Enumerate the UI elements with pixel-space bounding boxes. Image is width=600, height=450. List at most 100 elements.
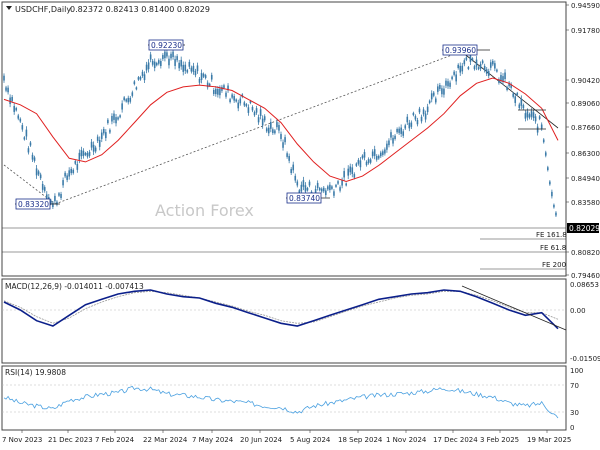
candle-body [270,121,272,129]
candle-body [21,125,24,130]
candle-body [349,166,352,173]
candle-body [198,78,201,83]
candle-body [296,181,299,186]
candle-body [306,188,309,191]
candle-body [327,186,329,190]
price-tick-label: 0.87660 [571,124,600,132]
candle-body [15,108,18,111]
candle-body [447,81,449,87]
candle-body [278,125,280,131]
candle-body [375,156,378,160]
candle-body [88,151,91,156]
candle-body [518,104,521,109]
candle-body [549,181,551,185]
candle-body [160,61,162,67]
candle-body [526,111,529,118]
watermark: Action Forex [155,201,254,220]
dotted-trendline [54,54,453,205]
candle-body [172,51,174,58]
candle-body [27,148,30,153]
price-tick-label: 0.79460 [571,272,600,280]
date-tick-label: 3 Feb 2025 [480,436,519,444]
candle-body [143,74,146,81]
candle-body [380,152,382,157]
candle-body [50,200,52,204]
candle-body [178,62,180,69]
candle-body [127,97,130,103]
candle-body [424,113,427,120]
candle-body [100,132,103,139]
candle-body [426,106,429,113]
candle-body [483,65,486,71]
candle-body [41,183,44,190]
candle-body [418,108,421,113]
candle-body [430,93,433,100]
candle-body [25,129,28,137]
candle-body [204,75,207,78]
candle-body [329,184,331,191]
candle-body [451,76,453,80]
candle-body [396,128,398,133]
candle-body [129,97,132,102]
price-tick-label: 0.84940 [571,175,600,183]
candle-body [463,60,466,65]
price-tick-label: 0.94590 [571,2,600,10]
macd-panel-frame [1,278,567,364]
candle-body [355,163,358,166]
macd-trendline [461,285,567,331]
candle-body [439,84,441,90]
candle-body [184,64,187,71]
candle-body [322,187,325,192]
candle-body [96,136,99,141]
candle-body [235,99,237,102]
candle-body [186,70,189,73]
candle-body [516,92,519,95]
candle-body [536,126,539,133]
candle-body [274,130,276,134]
moving-average-line [3,77,559,183]
candle-body [137,77,140,80]
candle-body [217,88,219,95]
candle-body [157,60,160,64]
candle-body [325,190,327,196]
candle-body [180,59,182,67]
candle-body [394,135,396,140]
candle-body [361,155,364,159]
candle-body [365,161,368,166]
candle-body [70,168,73,174]
candle-body [333,191,335,196]
candle-body [261,118,264,126]
candle-body [363,152,366,158]
candle-body [473,66,476,70]
candle-body [227,85,229,91]
candle-body [500,75,502,81]
candle-body [371,151,374,157]
candle-body [479,63,482,69]
candle-body [23,137,26,140]
candle-body [410,122,413,127]
candle-body [219,88,221,96]
candle-body [221,86,223,91]
candle-body [508,82,510,87]
current-price-marker [567,223,599,233]
symbol-label: USDCHF,Daily [15,5,71,14]
candle-body [56,201,58,205]
menu-arrow-icon[interactable] [6,6,12,10]
candle-body [249,100,252,104]
candle-body [76,164,79,170]
candle-body [357,159,360,164]
candle-body [492,60,494,65]
date-tick-label: 20 Jun 2024 [240,436,283,444]
candle-body [542,139,545,143]
candle-body [420,116,423,122]
candle-body [60,193,62,199]
candle-body [341,180,343,186]
candle-body [469,55,472,62]
candle-body [432,92,435,96]
candle-body [237,102,240,109]
candle-body [233,96,235,101]
candle-body [84,152,87,156]
candle-body [19,118,22,122]
label-box-1 [442,44,478,56]
